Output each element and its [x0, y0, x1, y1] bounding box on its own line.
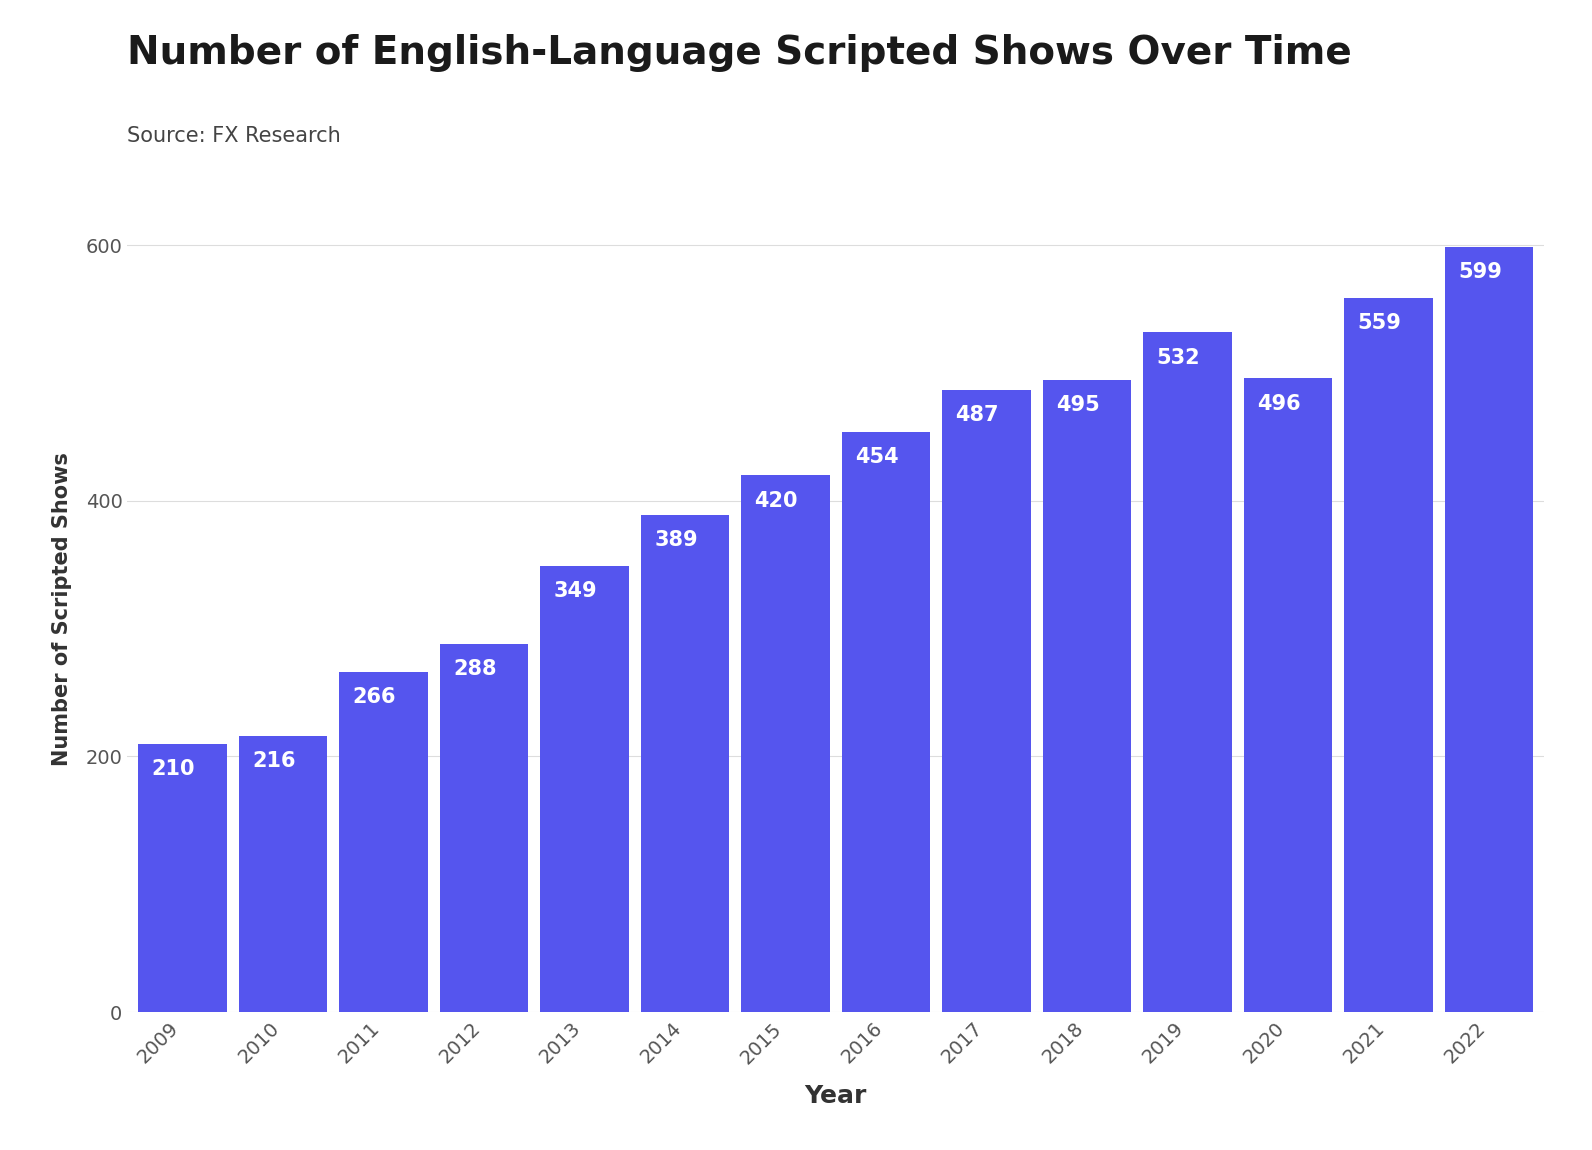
Y-axis label: Number of Scripted Shows: Number of Scripted Shows	[51, 453, 72, 766]
Text: 266: 266	[353, 688, 396, 707]
Text: 210: 210	[151, 759, 196, 779]
Bar	[942, 390, 1030, 1012]
Bar	[339, 672, 428, 1012]
Text: 532: 532	[1156, 347, 1200, 368]
Text: 487: 487	[955, 405, 1000, 426]
Text: 599: 599	[1458, 262, 1501, 282]
Bar	[439, 644, 529, 1012]
Bar	[540, 566, 629, 1012]
X-axis label: Year: Year	[804, 1084, 868, 1109]
Text: 349: 349	[554, 582, 597, 601]
Text: 216: 216	[252, 751, 296, 772]
Text: 559: 559	[1358, 313, 1401, 333]
Bar	[1446, 246, 1533, 1012]
Bar	[1043, 380, 1132, 1012]
Text: 420: 420	[755, 491, 798, 511]
Text: 454: 454	[855, 447, 899, 467]
Bar	[1243, 378, 1333, 1012]
Bar	[1143, 332, 1232, 1012]
Bar	[642, 515, 729, 1012]
Bar	[239, 736, 328, 1012]
Bar	[742, 475, 829, 1012]
Text: 288: 288	[454, 659, 497, 680]
Bar	[842, 432, 930, 1012]
Text: Source: FX Research: Source: FX Research	[127, 126, 341, 146]
Text: 495: 495	[1055, 394, 1100, 415]
Bar	[1344, 298, 1433, 1012]
Text: 389: 389	[654, 530, 697, 551]
Text: Number of English-Language Scripted Shows Over Time: Number of English-Language Scripted Show…	[127, 34, 1352, 72]
Bar	[139, 744, 226, 1012]
Text: 496: 496	[1258, 393, 1301, 414]
